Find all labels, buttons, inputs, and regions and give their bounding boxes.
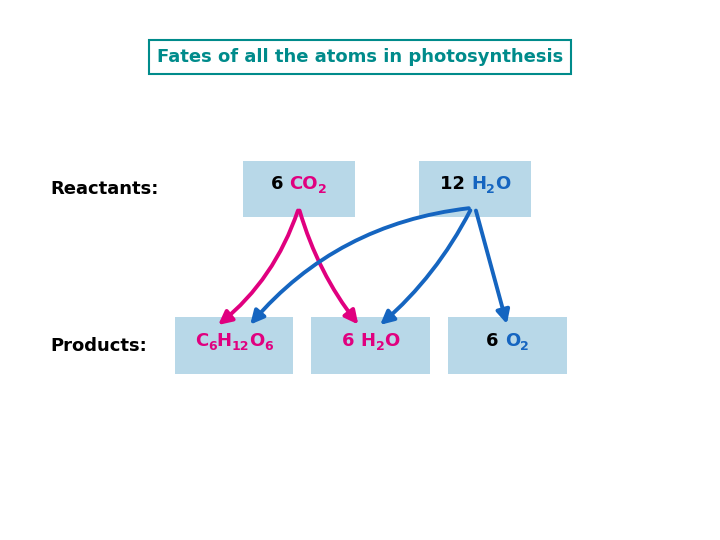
Text: C: C	[195, 332, 208, 349]
Text: 6: 6	[342, 332, 361, 349]
Text: CO: CO	[289, 175, 318, 193]
FancyBboxPatch shape	[243, 160, 354, 217]
Text: 6: 6	[486, 332, 505, 349]
FancyBboxPatch shape	[419, 160, 531, 217]
FancyBboxPatch shape	[448, 317, 567, 374]
Text: 6: 6	[271, 175, 289, 193]
Text: 2: 2	[376, 340, 384, 353]
Text: 12: 12	[232, 340, 249, 353]
FancyBboxPatch shape	[174, 317, 294, 374]
Text: 2: 2	[486, 183, 495, 196]
Text: 2: 2	[318, 183, 327, 196]
Text: O: O	[495, 175, 510, 193]
Text: 2: 2	[521, 340, 529, 353]
Text: Reactants:: Reactants:	[50, 180, 159, 198]
Text: O: O	[505, 332, 521, 349]
Text: H: H	[472, 175, 486, 193]
Text: 6: 6	[208, 340, 217, 353]
Text: Products:: Products:	[50, 336, 147, 355]
Text: Fates of all the atoms in photosynthesis: Fates of all the atoms in photosynthesis	[157, 48, 563, 66]
Text: O: O	[384, 332, 400, 349]
Text: 6: 6	[264, 340, 273, 353]
FancyBboxPatch shape	[311, 317, 431, 374]
Text: 12: 12	[440, 175, 472, 193]
Text: H: H	[361, 332, 376, 349]
Text: O: O	[249, 332, 264, 349]
Text: H: H	[217, 332, 232, 349]
